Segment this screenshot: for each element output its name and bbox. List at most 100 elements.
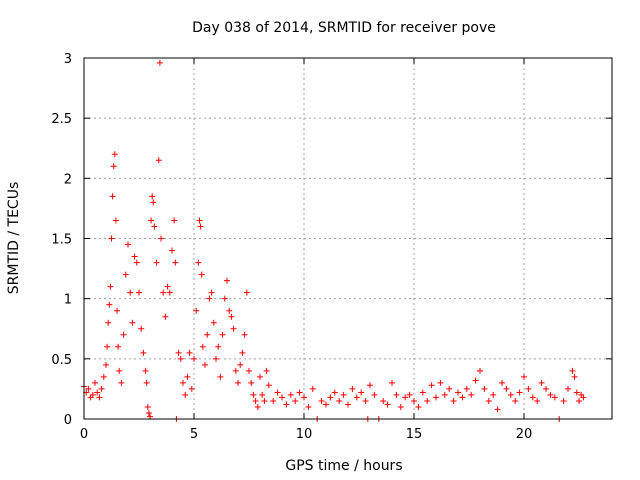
data-point (131, 253, 138, 260)
data-point (140, 349, 147, 356)
y-tick-label: 0.5 (51, 353, 72, 368)
data-point (406, 391, 413, 398)
data-point (100, 373, 107, 380)
data-point (331, 389, 338, 396)
data-point (547, 391, 554, 398)
data-point (129, 319, 136, 326)
data-point (206, 295, 213, 302)
data-point (148, 217, 155, 224)
data-point (543, 385, 549, 392)
data-point (327, 394, 334, 401)
data-point (287, 391, 294, 398)
data-point (279, 394, 285, 401)
data-point (213, 355, 219, 362)
data-point (481, 385, 488, 392)
data-point (580, 394, 587, 401)
data-point (565, 385, 571, 392)
y-axis-label: SRMTID / TECUs (6, 182, 22, 295)
data-point (241, 331, 248, 338)
data-point (98, 385, 105, 392)
data-point (103, 361, 109, 368)
data-point (186, 349, 193, 356)
data-point (402, 394, 409, 401)
data-point (437, 379, 444, 386)
data-point (120, 331, 127, 338)
data-point (371, 391, 378, 398)
data-point (177, 355, 184, 362)
data-point (105, 319, 112, 326)
data-point (228, 313, 235, 320)
data-point (389, 379, 395, 386)
data-point (296, 389, 303, 396)
data-point (171, 217, 178, 224)
data-point (107, 283, 114, 290)
data-point (215, 343, 222, 350)
data-point (397, 403, 404, 410)
x-tick-label: 20 (516, 427, 533, 442)
data-point (92, 379, 98, 386)
data-point (138, 325, 145, 332)
data-point (569, 367, 576, 374)
data-point (197, 223, 204, 230)
data-point (239, 349, 246, 356)
data-point (353, 394, 360, 401)
data-point (477, 367, 483, 374)
data-point (230, 325, 237, 332)
data-point (340, 391, 347, 398)
data-point (560, 397, 567, 404)
data-point (274, 389, 281, 396)
data-point (111, 151, 118, 158)
data-point (149, 193, 156, 200)
data-point (512, 397, 519, 404)
data-point (144, 403, 151, 410)
data-point (441, 391, 448, 398)
data-point (411, 397, 417, 404)
x-tick-label: 15 (406, 427, 423, 442)
data-point (538, 379, 545, 386)
axis-ticks (83, 57, 612, 420)
data-point (336, 397, 343, 404)
data-point (521, 373, 527, 380)
data-point (283, 401, 290, 408)
data-point (499, 379, 505, 386)
data-point (534, 397, 541, 404)
data-point (217, 373, 224, 380)
data-point (151, 223, 158, 230)
data-point (270, 397, 277, 404)
data-point (263, 367, 270, 374)
tick-labels: 0 5 10 15 20 0 0.5 1 1.5 2 2.5 3 (51, 52, 532, 442)
data-point (175, 349, 182, 356)
data-point (252, 397, 259, 404)
data-point (428, 382, 435, 389)
data-point (180, 379, 186, 386)
data-point (459, 394, 466, 401)
data-point (193, 307, 200, 314)
data-point (450, 397, 457, 404)
data-point (85, 385, 92, 392)
data-point (204, 331, 211, 338)
x-tick-label: 0 (80, 427, 88, 442)
data-point (195, 259, 202, 266)
data-point (358, 389, 365, 396)
data-point (96, 394, 103, 401)
data-point (309, 385, 316, 392)
data-point (254, 403, 261, 410)
data-point (424, 397, 431, 404)
data-point (261, 397, 268, 404)
data-point (110, 163, 117, 170)
data-point (142, 367, 149, 374)
data-point (116, 367, 123, 374)
data-point (219, 331, 226, 338)
y-tick-label: 2 (64, 172, 72, 187)
grid (84, 58, 612, 419)
data-point (114, 307, 120, 314)
data-point (507, 391, 514, 398)
data-point (122, 271, 129, 278)
data-point (196, 217, 203, 224)
data-point (156, 59, 163, 66)
data-point (455, 389, 461, 396)
data-point (145, 409, 152, 416)
data-point (243, 289, 250, 296)
data-point (164, 283, 171, 290)
y-tick-label: 1 (64, 293, 72, 308)
